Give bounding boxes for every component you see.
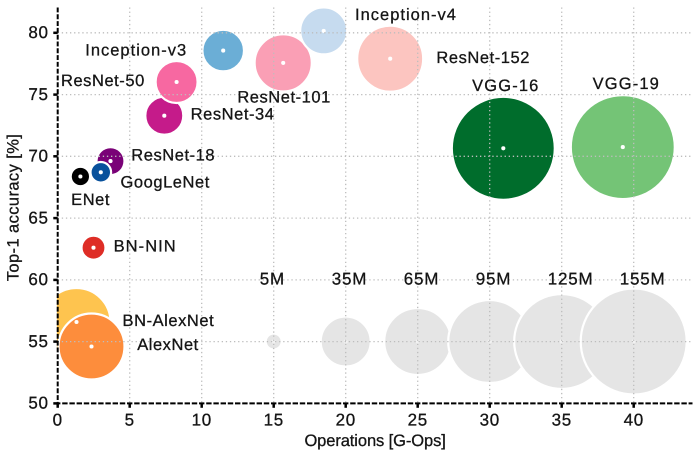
svg-text:5: 5 xyxy=(125,411,135,430)
svg-text:ENet: ENet xyxy=(71,191,110,209)
svg-text:ResNet-101: ResNet-101 xyxy=(237,89,331,107)
svg-text:ResNet-50: ResNet-50 xyxy=(61,72,145,90)
svg-text:70: 70 xyxy=(28,147,48,166)
svg-text:155M: 155M xyxy=(620,270,666,289)
svg-text:65M: 65M xyxy=(404,270,439,289)
svg-text:35M: 35M xyxy=(332,270,367,289)
svg-text:ResNet-152: ResNet-152 xyxy=(436,49,530,67)
svg-text:50: 50 xyxy=(28,394,48,413)
svg-text:80: 80 xyxy=(28,23,48,42)
svg-text:95M: 95M xyxy=(476,270,511,289)
svg-text:BN-NIN: BN-NIN xyxy=(114,238,177,256)
svg-text:20: 20 xyxy=(336,411,356,430)
svg-text:VGG-16: VGG-16 xyxy=(472,77,539,95)
svg-text:ResNet-34: ResNet-34 xyxy=(191,106,275,124)
svg-text:30: 30 xyxy=(480,411,500,430)
svg-text:ResNet-18: ResNet-18 xyxy=(131,147,215,165)
svg-text:5M: 5M xyxy=(260,270,285,289)
svg-text:0: 0 xyxy=(53,411,63,430)
svg-text:65: 65 xyxy=(28,208,48,227)
svg-text:AlexNet: AlexNet xyxy=(137,336,199,354)
svg-text:55: 55 xyxy=(28,332,48,351)
svg-text:Inception-v4: Inception-v4 xyxy=(355,6,457,24)
svg-text:75: 75 xyxy=(28,85,48,104)
svg-text:125M: 125M xyxy=(548,270,594,289)
svg-text:35: 35 xyxy=(552,411,572,430)
svg-text:10: 10 xyxy=(192,411,212,430)
svg-text:Top-1 accuracy [%]: Top-1 accuracy [%] xyxy=(5,134,23,282)
svg-text:15: 15 xyxy=(264,411,284,430)
svg-text:GoogLeNet: GoogLeNet xyxy=(121,174,210,192)
svg-text:40: 40 xyxy=(624,411,644,430)
svg-text:25: 25 xyxy=(408,411,428,430)
svg-text:VGG-19: VGG-19 xyxy=(593,75,660,93)
svg-text:Inception-v3: Inception-v3 xyxy=(85,42,187,60)
svg-text:Operations [G-Ops]: Operations [G-Ops] xyxy=(304,432,445,450)
svg-text:BN-AlexNet: BN-AlexNet xyxy=(123,312,215,330)
svg-text:60: 60 xyxy=(28,270,48,289)
